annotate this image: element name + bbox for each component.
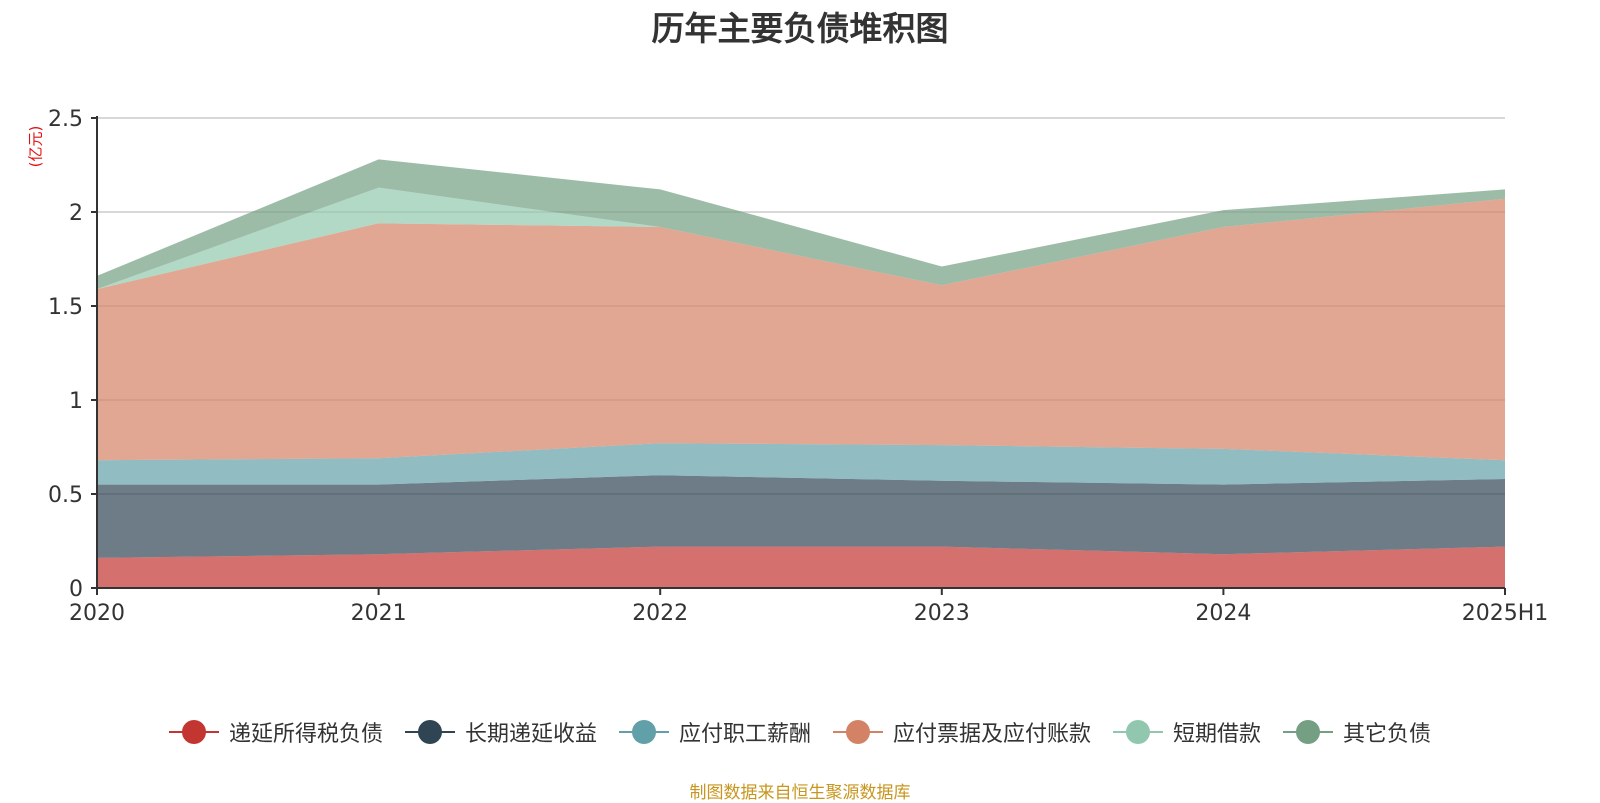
- legend-item-4[interactable]: 应付票据及应付账款: [833, 716, 1091, 748]
- legend-marker: [618, 720, 669, 744]
- legend-label: 应付票据及应付账款: [893, 722, 1092, 747]
- area-series-5: [97, 187, 1505, 290]
- y-tick-label: 1.5: [48, 295, 83, 320]
- legend-label: 递延所得税负债: [228, 722, 383, 747]
- stacked-areas: [97, 159, 1505, 588]
- y-tick-label: 1: [69, 389, 83, 414]
- x-tick-label: 2022: [632, 601, 688, 626]
- legend-item-5[interactable]: 短期借款: [1113, 716, 1261, 748]
- y-tick-label: 0.5: [48, 483, 83, 508]
- y-tick-label: 2: [69, 201, 83, 226]
- x-tick-label: 2024: [1195, 601, 1251, 626]
- legend-marker: [168, 720, 219, 744]
- axes: 0 0.5 1 1.5 2 2.5 2020 2021 2022 2023 2024 2025H1: [48, 107, 1548, 626]
- chart-title: 历年主要负债堆积图: [651, 9, 949, 48]
- legend-item-3[interactable]: 应付职工薪酬: [618, 716, 811, 748]
- legend-marker: [833, 720, 883, 744]
- x-tick-label: 2021: [351, 601, 407, 626]
- y-tick-label: 2.5: [48, 107, 83, 132]
- area-series-3: [97, 443, 1505, 485]
- area-chart: 0 0.5 1 1.5 2 2.5 2020 2021 2022 2023 2024 2025H1: [48, 107, 1548, 626]
- data-source-note: 制图数据来自恒生聚源数据库: [689, 783, 911, 803]
- x-tick-label: 2020: [69, 601, 125, 626]
- x-tick-label: 2025H1: [1462, 601, 1549, 626]
- area-series-4: [97, 198, 1505, 461]
- legend: 递延所得税负债 长期递延收益 应付职工薪酬 应付票据及应付账款 短期借款 其它负债: [0, 716, 1600, 748]
- legend-label: 其它负债: [1343, 722, 1432, 747]
- area-series-6: [97, 159, 1505, 290]
- legend-marker: [404, 720, 455, 744]
- legend-item-2[interactable]: 长期递延收益: [404, 716, 597, 748]
- legend-label: 长期递延收益: [464, 722, 597, 747]
- legend-label: 应付职工薪酬: [678, 722, 811, 747]
- area-series-1: [97, 546, 1505, 588]
- y-tick-label: 0: [69, 577, 83, 602]
- legend-marker: [1113, 720, 1164, 744]
- legend-item-1[interactable]: 递延所得税负债: [168, 716, 383, 748]
- x-tick-label: 2023: [914, 601, 970, 626]
- area-series-2: [97, 475, 1505, 558]
- legend-label: 短期借款: [1173, 722, 1262, 747]
- legend-marker: [1283, 720, 1334, 744]
- legend-item-6[interactable]: 其它负债: [1283, 716, 1431, 748]
